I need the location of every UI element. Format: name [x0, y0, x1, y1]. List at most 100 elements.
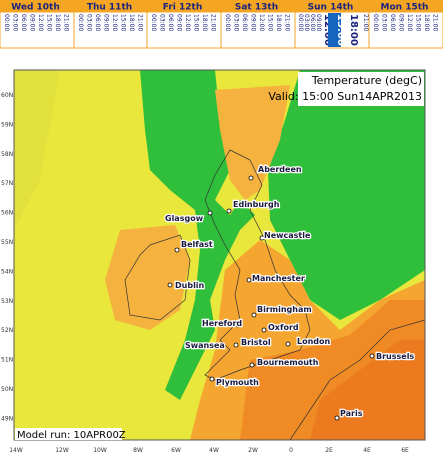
model-box — [15, 428, 122, 440]
lon-label: 4E — [363, 447, 371, 454]
field-orange-scotland — [215, 85, 290, 200]
hour-label[interactable]: 15:00 — [46, 14, 53, 31]
city-dot — [235, 322, 241, 328]
city-dot — [174, 247, 180, 253]
hour-label[interactable]: 18:00 — [275, 14, 282, 31]
city-label: Manchester — [252, 274, 305, 283]
hour-label[interactable]: 12:00 — [258, 14, 265, 31]
coastline-ireland — [124, 234, 191, 321]
map-frame — [13, 69, 426, 441]
lon-label: 6W — [171, 447, 181, 454]
hour-label[interactable]: 00:00 — [77, 14, 84, 31]
hour-label[interactable]: 03:00 — [12, 14, 19, 31]
city-dot — [259, 235, 265, 241]
hour-label[interactable]: 06:00 — [94, 14, 101, 31]
hour-label[interactable]: 03:00 — [159, 14, 166, 31]
day-tab-header[interactable] — [74, 0, 148, 12]
hour-label[interactable]: 21:00 — [284, 14, 291, 31]
lon-label: 0 — [289, 447, 293, 454]
city-dot — [251, 312, 257, 318]
hour-label[interactable]: 00:00 — [224, 14, 231, 31]
map-valid: Valid: 15:00 Sun14APR2013 — [268, 90, 422, 103]
hour-label[interactable]: 06:00 — [167, 14, 174, 31]
city-label: Bristol — [241, 338, 271, 347]
city-label: Swansea — [185, 341, 225, 350]
hour-label[interactable]: 15:00 — [120, 14, 127, 31]
day-label: Sat 13th — [235, 3, 278, 13]
day-label: Thu 11th — [87, 3, 132, 13]
lat-label: 53N — [1, 298, 13, 305]
hour-label[interactable]: 12:00 — [184, 14, 191, 31]
hour-panel — [368, 11, 443, 49]
hour-label[interactable]: 12:00 — [322, 14, 333, 46]
hour-label[interactable]: 03:00 — [233, 14, 240, 31]
day-tab-header[interactable] — [295, 0, 369, 12]
hour-label[interactable]: 00:00 — [297, 14, 304, 31]
model-run: Model run: 10APR00Z — [17, 430, 126, 441]
hour-label[interactable]: 21:00 — [432, 14, 439, 31]
hour-label[interactable]: 18:00 — [423, 14, 430, 31]
hour-label[interactable]: 15:00 — [415, 14, 422, 31]
hour-label[interactable]: 09:00 — [315, 14, 322, 31]
city-dot — [285, 341, 291, 347]
hour-label[interactable]: 18:00 — [128, 14, 135, 31]
city-dot — [261, 327, 267, 333]
hour-label[interactable]: 18:00 — [348, 14, 359, 46]
map-title: Temperature (degC) — [311, 74, 422, 87]
city-label: Hereford — [202, 319, 242, 328]
lat-label: 58N — [1, 151, 13, 158]
hour-label[interactable]: 00:00 — [150, 14, 157, 31]
field-yellow-dark — [14, 70, 60, 230]
hour-label[interactable]: 15:00 — [335, 14, 346, 46]
hour-label[interactable]: 06:00 — [309, 14, 316, 31]
hour-label[interactable]: 03:00 — [86, 14, 93, 31]
hour-label[interactable]: 21:00 — [63, 14, 70, 31]
hour-label[interactable]: 12:00 — [406, 14, 413, 31]
day-tab-header[interactable] — [369, 0, 443, 12]
hour-label[interactable]: 09:00 — [29, 14, 36, 31]
day-tab-header[interactable] — [0, 0, 74, 12]
hour-label[interactable]: 21:00 — [210, 14, 217, 31]
hour-label[interactable]: 09:00 — [176, 14, 183, 31]
hour-label[interactable]: 03:00 — [381, 14, 388, 31]
lat-label: 51N — [1, 357, 13, 364]
hour-label[interactable]: 18:00 — [201, 14, 208, 31]
hour-label[interactable]: 09:00 — [250, 14, 257, 31]
hour-label[interactable]: 03:00 — [303, 14, 310, 31]
city-label: Brussels — [376, 352, 414, 361]
hour-label[interactable]: 00:00 — [3, 14, 10, 31]
hour-label[interactable]: 00:00 — [372, 14, 379, 31]
city-dot — [334, 415, 340, 421]
lon-label: 14W — [9, 447, 23, 454]
hour-label[interactable]: 09:00 — [398, 14, 405, 31]
coastline-gb — [204, 149, 311, 381]
hour-label[interactable]: 06:00 — [20, 14, 27, 31]
day-tab-header[interactable] — [147, 0, 221, 12]
hour-label[interactable]: 15:00 — [193, 14, 200, 31]
hour-label[interactable]: 12:00 — [37, 14, 44, 31]
city-dot — [219, 342, 225, 348]
city-label: Paris — [340, 409, 363, 418]
hour-label[interactable]: 09:00 — [103, 14, 110, 31]
hour-label[interactable]: 06:00 — [389, 14, 396, 31]
lon-label: 4W — [209, 447, 219, 454]
day-tab-header[interactable] — [221, 0, 295, 12]
lat-label: 59N — [1, 121, 13, 128]
city-label: Aberdeen — [258, 165, 302, 174]
hour-label[interactable]: 21:00 — [362, 14, 369, 31]
city-dot — [369, 353, 375, 359]
city-label: Oxford — [268, 323, 299, 332]
city-label: Plymouth — [216, 378, 259, 387]
city-dot — [246, 277, 252, 283]
hour-label[interactable]: 06:00 — [241, 14, 248, 31]
hour-label[interactable]: 18:00 — [54, 14, 61, 31]
city-dot — [226, 208, 232, 214]
hour-label[interactable]: 15:00 — [267, 14, 274, 31]
coastline-europe — [289, 319, 425, 440]
hour-label[interactable]: 12:00 — [111, 14, 118, 31]
hour-label[interactable]: 21:00 — [137, 14, 144, 31]
city-dot — [249, 362, 255, 368]
